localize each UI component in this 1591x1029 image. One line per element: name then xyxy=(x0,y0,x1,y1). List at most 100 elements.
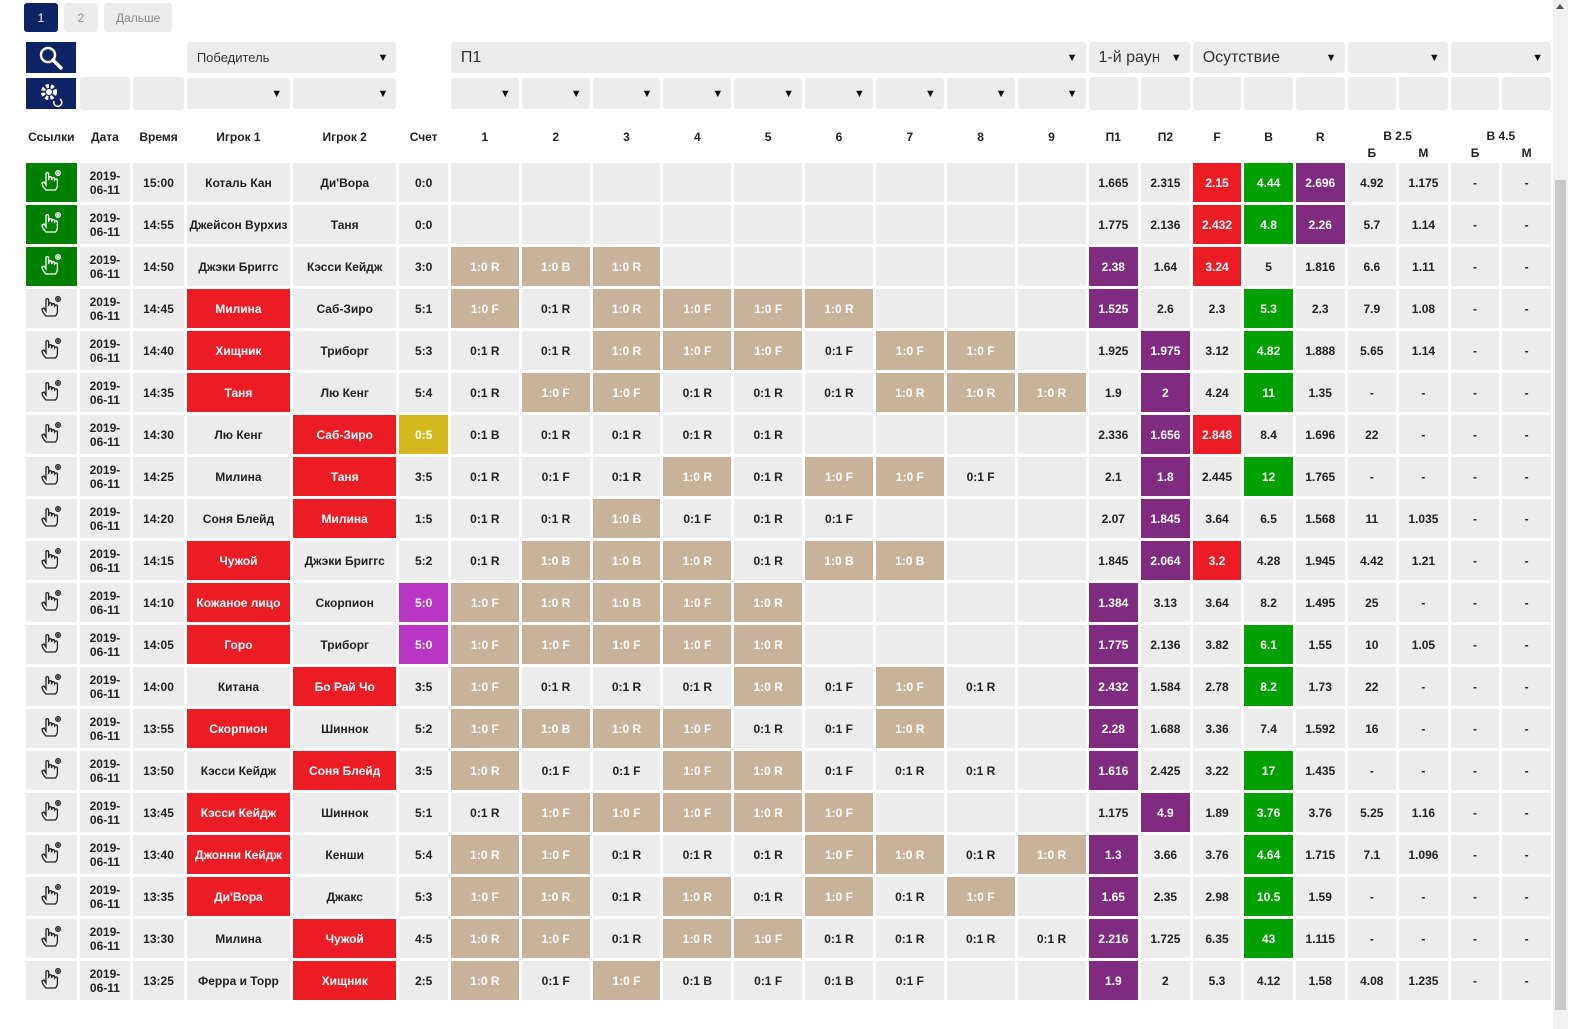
page-1-button[interactable]: 1 xyxy=(24,3,58,32)
player1-select[interactable]: ▼ xyxy=(186,78,291,109)
p1-select[interactable]: П1 ▼ xyxy=(450,42,1086,73)
header-round-5: 5 xyxy=(764,129,772,144)
match-link[interactable] xyxy=(26,499,77,538)
match-link[interactable] xyxy=(26,205,77,244)
pagination: 1 2 Дальше xyxy=(24,3,173,32)
odds-b: 4.64 xyxy=(1244,835,1293,874)
round-select[interactable]: 1-й раун ▼ xyxy=(1088,42,1190,73)
match-link[interactable] xyxy=(26,709,77,748)
vertical-scrollbar[interactable] xyxy=(1553,0,1568,1029)
round-result: 1:0 F xyxy=(521,373,590,412)
round-result xyxy=(805,415,873,454)
player2-select[interactable]: ▼ xyxy=(293,78,397,109)
round-result: 1:0 R xyxy=(592,247,661,286)
match-link[interactable] xyxy=(26,163,77,202)
odds-r: 3.76 xyxy=(1295,793,1345,832)
absence-select[interactable]: Осутствие ▼ xyxy=(1192,42,1345,73)
table-row: 2019-06-11 14:10 Кожаное лицо Скорпион 5:0 1:… xyxy=(26,583,1551,622)
round-result: 1:0 R xyxy=(450,961,519,1000)
match-link[interactable] xyxy=(26,835,77,874)
round-4-select[interactable]: ▼ xyxy=(663,78,732,109)
match-link[interactable] xyxy=(26,583,77,622)
odds-p2: 2.064 xyxy=(1141,541,1190,580)
match-link[interactable] xyxy=(26,373,77,412)
match-link[interactable] xyxy=(26,667,77,706)
odds-b45-m: - xyxy=(1502,415,1551,454)
table-row: 2019-06-11 14:45 Милина Саб-Зиро 5:1 1:0 F 0:1… xyxy=(26,289,1551,328)
scroll-up-arrow-icon[interactable] xyxy=(1556,4,1564,9)
odds-b: 5.3 xyxy=(1244,289,1293,328)
player1: Горо xyxy=(186,625,291,664)
match-link[interactable] xyxy=(26,541,77,580)
b45-select[interactable]: ▼ xyxy=(1450,42,1551,73)
page-2-button[interactable]: 2 xyxy=(64,3,98,32)
player1: Милина xyxy=(186,919,291,958)
b25-b-filter[interactable] xyxy=(1347,77,1397,110)
odds-p1: 1.525 xyxy=(1088,289,1139,328)
round-2-select[interactable]: ▼ xyxy=(521,78,590,109)
odds-b25-m: - xyxy=(1399,919,1448,958)
round-result: 1:0 R xyxy=(663,919,732,958)
match-link[interactable] xyxy=(26,793,77,832)
b25-m-filter[interactable] xyxy=(1399,77,1448,110)
b45-b-filter[interactable] xyxy=(1450,77,1500,110)
match-link[interactable] xyxy=(26,625,77,664)
match-link[interactable] xyxy=(26,457,77,496)
p1-filter[interactable] xyxy=(1088,77,1139,110)
r-filter[interactable] xyxy=(1295,77,1345,110)
header-round-3: 3 xyxy=(623,129,630,144)
header-round-8: 8 xyxy=(977,129,984,144)
b45-m-filter[interactable] xyxy=(1502,77,1551,110)
odds-b45-b: - xyxy=(1450,877,1500,916)
round-result: 0:1 R xyxy=(946,919,1015,958)
player2: Лю Кенг xyxy=(293,373,397,412)
odds-r: 1.715 xyxy=(1295,835,1345,874)
round-result xyxy=(1017,667,1086,706)
odds-p2: 1.975 xyxy=(1141,331,1190,370)
match-time: 14:35 xyxy=(133,373,184,412)
round-result: 1:0 R xyxy=(875,373,944,412)
hand-pointer-icon xyxy=(39,170,63,196)
round-6-select[interactable]: ▼ xyxy=(805,78,873,109)
match-link[interactable] xyxy=(26,919,77,958)
round-result xyxy=(1017,247,1086,286)
match-link[interactable] xyxy=(26,415,77,454)
date-filter[interactable] xyxy=(79,77,131,110)
winner-select[interactable]: Победитель ▼ xyxy=(186,42,397,73)
round-result: 1:0 F xyxy=(521,793,590,832)
odds-b25-m: 1.096 xyxy=(1399,835,1448,874)
match-link[interactable] xyxy=(26,289,77,328)
b25-select[interactable]: ▼ xyxy=(1347,42,1448,73)
round-result: 0:1 R xyxy=(734,499,803,538)
player1: Кэсси Кейдж xyxy=(186,793,291,832)
b-filter[interactable] xyxy=(1244,77,1293,110)
round-result xyxy=(734,247,803,286)
match-link[interactable] xyxy=(26,331,77,370)
round-result: 1:0 R xyxy=(734,583,803,622)
match-link[interactable] xyxy=(26,751,77,790)
scrollbar-thumb[interactable] xyxy=(1555,180,1566,1010)
round-result: 1:0 F xyxy=(946,331,1015,370)
round-result xyxy=(946,499,1015,538)
round-8-select[interactable]: ▼ xyxy=(946,78,1015,109)
round-9-select[interactable]: ▼ xyxy=(1017,78,1086,109)
settings-button[interactable] xyxy=(26,78,76,109)
matches-table: Победитель ▼ П1 ▼ 1-й раун ▼ Осутствие ▼ ▼ ▼… xyxy=(23,38,1554,1003)
next-page-button[interactable]: Дальше xyxy=(104,3,173,32)
match-score: 0:0 xyxy=(399,163,448,202)
search-button[interactable] xyxy=(26,42,76,73)
match-link[interactable] xyxy=(26,247,77,286)
round-result xyxy=(521,163,590,202)
match-score: 0:0 xyxy=(399,205,448,244)
round-3-select[interactable]: ▼ xyxy=(592,78,661,109)
round-5-select[interactable]: ▼ xyxy=(734,78,803,109)
match-link[interactable] xyxy=(26,877,77,916)
round-7-select[interactable]: ▼ xyxy=(875,78,944,109)
f-filter[interactable] xyxy=(1192,77,1242,110)
match-link[interactable] xyxy=(26,961,77,1000)
p2-filter[interactable] xyxy=(1141,77,1190,110)
odds-r: 1.888 xyxy=(1295,331,1345,370)
round-result: 1:0 F xyxy=(875,331,944,370)
time-filter[interactable] xyxy=(133,77,184,110)
round-1-select[interactable]: ▼ xyxy=(450,78,519,109)
